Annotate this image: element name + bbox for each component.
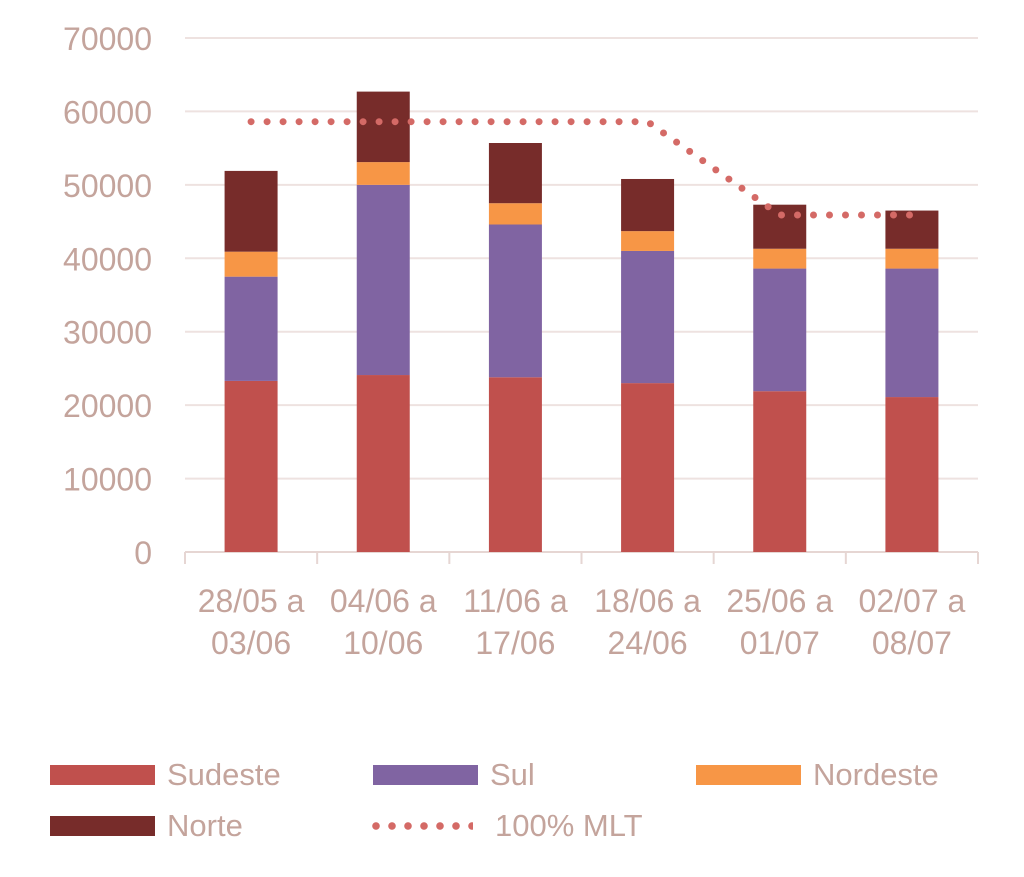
bar-norte — [621, 178, 675, 232]
bar-sul — [753, 268, 807, 392]
y-tick-label: 60000 — [63, 94, 152, 130]
y-tick-label: 30000 — [63, 315, 152, 351]
bar-sudeste — [488, 377, 542, 552]
x-tick-label: 25/06 a — [726, 583, 833, 619]
x-tick-label: 02/07 a — [859, 583, 966, 619]
bar-norte — [356, 91, 410, 163]
x-tick-label: 11/06 a — [463, 583, 568, 619]
bar-nordeste — [356, 162, 410, 185]
x-tick-label: 18/06 a — [594, 583, 701, 619]
y-tick-label: 10000 — [63, 462, 152, 498]
bar-sul — [356, 184, 410, 376]
bar-sul — [621, 250, 675, 384]
x-tick-label: 03/06 — [211, 625, 291, 661]
bar-nordeste — [488, 203, 542, 225]
bar-sudeste — [224, 380, 278, 552]
bar-norte — [224, 170, 278, 252]
mlt-line — [247, 118, 916, 219]
x-tick-label: 24/06 — [608, 625, 688, 661]
bar-sul — [885, 268, 939, 398]
bar-sudeste — [356, 375, 410, 552]
bar-norte — [753, 204, 807, 249]
bar-nordeste — [885, 248, 939, 269]
bar-sudeste — [753, 391, 807, 552]
y-tick-label: 70000 — [63, 21, 152, 57]
bar-sul — [488, 224, 542, 378]
x-tick-label: 01/07 — [740, 625, 820, 661]
x-tick-label: 10/06 — [343, 625, 423, 661]
x-tick-label: 04/06 a — [330, 583, 437, 619]
bar-sudeste — [885, 397, 939, 552]
bar-norte — [488, 143, 542, 204]
bar-sul — [224, 276, 278, 381]
bar-nordeste — [621, 231, 675, 251]
bar-sudeste — [621, 383, 675, 552]
y-tick-label: 0 — [134, 535, 152, 571]
x-tick-label: 17/06 — [475, 625, 555, 661]
x-tick-label: 28/05 a — [198, 583, 305, 619]
bar-nordeste — [224, 251, 278, 277]
y-tick-label: 40000 — [63, 241, 152, 277]
x-tick-label: 08/07 — [872, 625, 952, 661]
bar-nordeste — [753, 248, 807, 269]
y-tick-label: 20000 — [63, 388, 152, 424]
y-tick-label: 50000 — [63, 168, 152, 204]
